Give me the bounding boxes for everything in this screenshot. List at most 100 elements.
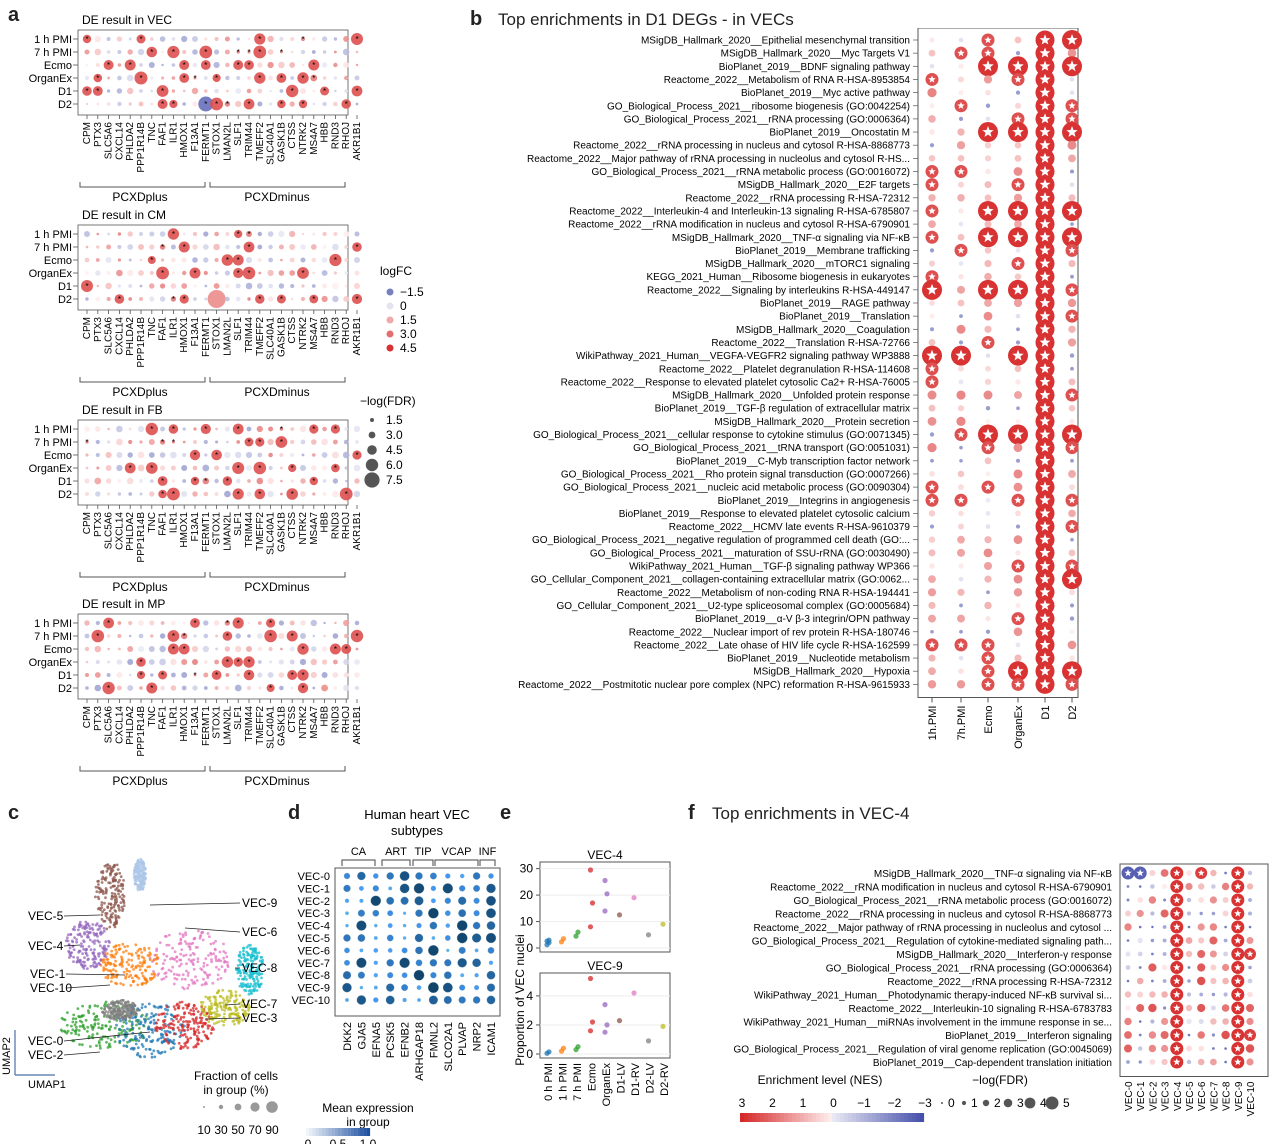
panel-d-dot — [415, 959, 423, 967]
panel-b-dot — [983, 75, 993, 84]
panel-c-cell-point — [114, 1004, 118, 1008]
panel-c-cell-point — [243, 988, 247, 992]
panel-c-cell-point — [127, 952, 131, 956]
panel-d-dot — [486, 995, 496, 1005]
panel-a-dot — [96, 466, 100, 470]
panel-b-dot — [1068, 509, 1076, 518]
panel-f-sig-star — [1173, 977, 1181, 985]
panel-c-cell-point — [214, 998, 218, 1002]
panel-b-term-label: BioPlanet_2019__TGF-β regulation of extr… — [655, 404, 910, 415]
panel-a-dot — [246, 491, 252, 497]
panel-a-dot — [333, 659, 338, 665]
panel-c-cell-point — [102, 892, 105, 895]
panel-d-dot — [456, 932, 468, 944]
panel-b-dot — [958, 181, 964, 188]
panel-c-cell-point — [70, 1024, 73, 1028]
panel-a-dot — [204, 37, 208, 41]
panel-b-dot — [1015, 602, 1021, 609]
panel-a-dot — [322, 426, 327, 432]
panel-a-dot — [170, 685, 177, 691]
panel-c-cell-point — [156, 1049, 160, 1053]
panel-a-dot — [146, 682, 158, 694]
panel-b-col-label: Ecmo — [983, 706, 995, 734]
panel-c-cell-point — [169, 957, 172, 961]
panel-b-dot — [958, 76, 964, 83]
panel-a-dot — [160, 283, 166, 289]
panel-c-cell-point — [126, 1027, 129, 1031]
panel-c-cell-point — [243, 959, 247, 963]
panel-c-cell-point — [81, 1024, 84, 1028]
panel-c-cell-point — [116, 868, 120, 871]
panel-f-dot — [1185, 1004, 1193, 1012]
panel-c-cell-point — [100, 877, 104, 881]
panel-a-sig-star: * — [129, 61, 132, 70]
panel-a-dot — [277, 99, 286, 109]
panel-c-cell-point — [111, 1004, 115, 1008]
panel-f-dot — [1137, 897, 1143, 903]
panel-c-cell-point — [235, 1018, 239, 1021]
panel-a-dot — [310, 658, 317, 666]
panel-a-group-bracket — [79, 182, 206, 188]
panel-a-dot — [139, 440, 143, 444]
panel-b-sig-star — [984, 483, 992, 491]
panel-c-cell-point — [242, 971, 246, 975]
panel-a-dot — [157, 476, 168, 486]
panel-a-sig-star: * — [204, 477, 207, 486]
panel-c-cell-point — [244, 1004, 248, 1008]
panel-c-leader-line — [65, 973, 126, 976]
panel-a-sig-star: * — [226, 477, 229, 486]
panel-a-sig-star: * — [237, 619, 240, 628]
panel-f-dot — [1211, 1033, 1215, 1037]
panel-f-sig-star — [1234, 977, 1242, 985]
panel-a-dot — [95, 660, 100, 664]
panel-a-dot — [84, 75, 90, 81]
panel-c-cell-point — [96, 886, 100, 889]
panel-b-term-label: GO_Biological_Process_2021__maturation o… — [590, 548, 910, 559]
panel-c-cell-point — [206, 976, 210, 980]
panel-a-dot — [203, 76, 208, 80]
panel-b-sig-star — [1066, 428, 1078, 440]
panel-a-dot — [158, 670, 168, 680]
panel-c-cell-point — [106, 1011, 110, 1014]
panel-c-cell-point — [223, 970, 227, 973]
panel-c-cell-point — [181, 1006, 185, 1010]
panel-c-cell-point — [238, 971, 242, 974]
panel-a-dot — [246, 426, 252, 432]
panel-d-dot — [472, 921, 481, 930]
panel-b-dot — [958, 221, 964, 227]
panel-e-point — [602, 1029, 608, 1035]
panel-a-dot — [117, 232, 122, 236]
panel-c-cell-point — [106, 961, 109, 965]
panel-b-dot — [984, 142, 992, 149]
panel-d-colorbar-segment — [309, 1128, 313, 1136]
panel-c-cell-point — [114, 959, 117, 963]
panel-d-dot — [344, 947, 350, 954]
panel-f-colorbar-segment — [876, 1113, 881, 1122]
panel-a-dot — [192, 244, 198, 250]
panel-c-cell-point — [99, 930, 103, 934]
panel-a-dot — [200, 60, 211, 70]
panel-a-sig-star: * — [172, 645, 175, 654]
panel-a-dot — [268, 465, 273, 471]
panel-b-sig-star — [957, 496, 965, 504]
panel-a-dot — [85, 440, 89, 444]
panel-c-cell-point — [101, 952, 105, 955]
panel-c-cell-point — [172, 1023, 176, 1027]
panel-a-sig-star: * — [193, 74, 196, 83]
panel-d-dot — [356, 920, 367, 931]
panel-b-sig-star — [1068, 101, 1076, 109]
panel-c-cell-point — [105, 958, 109, 961]
panel-c-cell-point — [248, 1005, 252, 1009]
panel-f-dot — [1245, 1044, 1255, 1053]
panel-b-sig-star — [957, 49, 965, 57]
panel-b-dot — [1015, 510, 1021, 517]
panel-a-dot — [171, 76, 176, 80]
panel-c-cell-point — [180, 1029, 184, 1032]
panel-a-dot — [150, 89, 154, 93]
panel-c-cell-point — [202, 1030, 206, 1034]
panel-c-cell-point — [224, 1006, 228, 1009]
panel-c-cell-point — [163, 1030, 167, 1033]
panel-e-point — [575, 1044, 581, 1050]
panel-a-dot — [127, 659, 134, 665]
panel-c-cell-point — [77, 1029, 81, 1032]
